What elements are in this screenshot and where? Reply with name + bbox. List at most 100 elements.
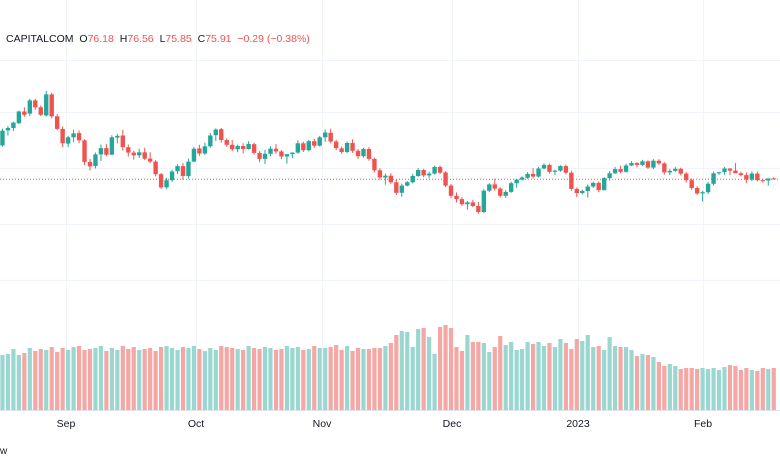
candle-body xyxy=(98,148,104,155)
volume-bar xyxy=(410,347,415,410)
volume-bar xyxy=(541,346,547,410)
candle-body xyxy=(454,195,459,200)
candle-body xyxy=(388,175,394,183)
candle-body xyxy=(323,132,328,138)
candle xyxy=(601,177,607,191)
candle-body xyxy=(580,191,585,194)
volume-bar xyxy=(148,348,153,410)
candle-body xyxy=(87,161,93,167)
candle-body xyxy=(448,185,454,196)
candle xyxy=(476,201,481,214)
candle xyxy=(49,92,54,119)
candle xyxy=(224,138,229,147)
legend-close: C75.91 xyxy=(198,33,232,45)
legend-high-value: 76.56 xyxy=(127,33,154,45)
volume-bars xyxy=(0,325,776,410)
candle-body xyxy=(361,149,366,157)
volume-bar xyxy=(427,337,432,410)
x-tick-label: Nov xyxy=(313,418,332,430)
candle-body xyxy=(93,154,98,167)
candle xyxy=(104,144,109,157)
candle xyxy=(328,128,333,144)
candle-body xyxy=(508,183,514,192)
volume-bar xyxy=(547,343,552,410)
candle xyxy=(158,173,164,189)
volume-bar xyxy=(191,346,197,410)
candle-body xyxy=(700,192,705,194)
candle xyxy=(257,151,262,163)
candle-body xyxy=(563,166,569,173)
candle-body xyxy=(22,111,27,115)
candle xyxy=(514,178,519,188)
candle xyxy=(317,135,322,147)
candle-body xyxy=(585,186,590,191)
candle xyxy=(120,129,126,151)
candle-body xyxy=(38,107,43,115)
volume-bar xyxy=(33,351,38,410)
candle xyxy=(470,199,476,208)
candle-body xyxy=(372,158,377,171)
candle xyxy=(640,159,645,167)
volume-bar xyxy=(5,354,11,410)
volume-bar xyxy=(536,342,541,410)
candle-body xyxy=(65,137,71,144)
volume-bar xyxy=(186,348,191,410)
volume-bar xyxy=(213,350,218,410)
candle xyxy=(5,125,11,136)
candle xyxy=(290,152,295,159)
volume-bar xyxy=(695,369,700,410)
candle xyxy=(596,181,601,193)
volume-bar xyxy=(645,355,651,410)
candle xyxy=(487,183,492,193)
candle-body xyxy=(197,148,202,154)
candle-body xyxy=(240,146,246,149)
volume-bar xyxy=(38,349,43,410)
candle xyxy=(22,107,27,117)
volume-bar xyxy=(700,368,705,410)
legend-open: O76.18 xyxy=(79,33,113,45)
candle xyxy=(580,189,585,195)
volume-bar xyxy=(749,370,754,410)
candle-body xyxy=(591,182,596,187)
candle xyxy=(361,147,366,158)
candle-body xyxy=(476,206,481,212)
volume-bar xyxy=(284,346,290,410)
candle-body xyxy=(558,166,563,171)
candle xyxy=(421,168,426,178)
volume-bar xyxy=(591,347,596,410)
candle xyxy=(443,171,448,188)
volume-bar xyxy=(476,342,481,410)
candle-body xyxy=(727,168,733,171)
candle-body xyxy=(437,167,443,173)
candle-body xyxy=(383,175,388,178)
candle-body xyxy=(629,163,634,166)
volume-bar xyxy=(744,368,749,410)
volume-bar xyxy=(87,349,93,410)
volume-bar xyxy=(399,331,404,410)
candle-body xyxy=(405,182,410,186)
candle xyxy=(738,171,744,177)
candle-body xyxy=(115,135,120,138)
candle xyxy=(618,165,623,174)
volume-bar xyxy=(640,354,645,410)
candle xyxy=(465,200,470,210)
x-tick-label: Oct xyxy=(188,418,204,430)
candle xyxy=(394,179,399,195)
volume-bar xyxy=(416,329,421,410)
candle-body xyxy=(607,173,612,179)
candle-body xyxy=(333,141,339,149)
candle-body xyxy=(536,168,541,177)
volume-bar xyxy=(421,328,426,410)
candle xyxy=(344,141,350,154)
legend-low-value: 75.85 xyxy=(165,33,192,45)
volume-bar xyxy=(60,348,65,410)
candle-body xyxy=(596,182,601,191)
candle-body xyxy=(415,170,421,176)
candle-body xyxy=(60,128,65,144)
candle xyxy=(415,167,421,177)
candle-body xyxy=(498,188,503,196)
candle xyxy=(585,184,590,198)
candle-body xyxy=(394,182,399,193)
volume-bar xyxy=(684,368,689,410)
